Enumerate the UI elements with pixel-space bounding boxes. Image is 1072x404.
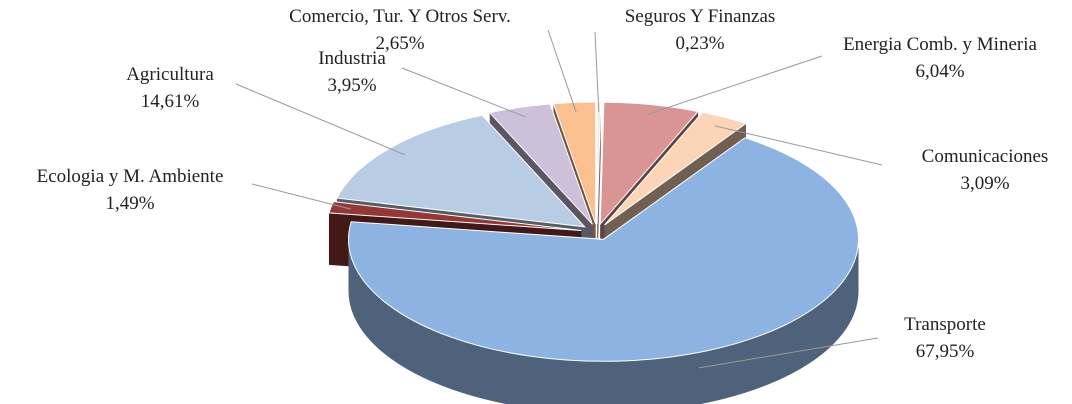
leader-line: [251, 183, 352, 210]
leader-line: [235, 83, 406, 156]
label-value: 1,49%: [105, 193, 154, 214]
slice: [328, 201, 582, 231]
label-name: Transporte: [904, 314, 986, 335]
labels: Seguros Y Finanzas 0,23% Energia Comb. y M…: [37, 6, 1049, 369]
slice: [596, 101, 602, 225]
leader-line: [594, 31, 600, 112]
label-name: Seguros Y Finanzas: [625, 6, 776, 27]
slice: [552, 101, 597, 225]
leader-line: [647, 55, 823, 115]
leader-line: [547, 29, 577, 113]
label-name: Agricultura: [126, 64, 214, 85]
label-value: 67,95%: [916, 341, 975, 362]
label-value: 2,65%: [375, 33, 424, 54]
label-value: 3,95%: [327, 75, 376, 96]
label-value: 6,04%: [915, 61, 964, 82]
slices: [328, 101, 860, 362]
slice: [488, 103, 593, 225]
label-name: Comercio, Tur. Y Otros Serv.: [289, 6, 511, 27]
leader-line: [715, 125, 883, 166]
leader-line: [401, 67, 526, 118]
label-value: 3,09%: [960, 173, 1009, 194]
label-name: Ecologia y M. Ambiente: [37, 166, 224, 187]
slice: [599, 101, 700, 226]
slice: [604, 111, 748, 226]
slice: [348, 137, 860, 362]
label-name: Energia Comb. y Mineria: [843, 34, 1037, 55]
label-name: Industria: [318, 48, 386, 69]
leader-line: [698, 337, 879, 369]
label-value: 0,23%: [675, 33, 724, 54]
label-value: 14,61%: [141, 91, 200, 112]
label-name: Comunicaciones: [922, 146, 1049, 167]
